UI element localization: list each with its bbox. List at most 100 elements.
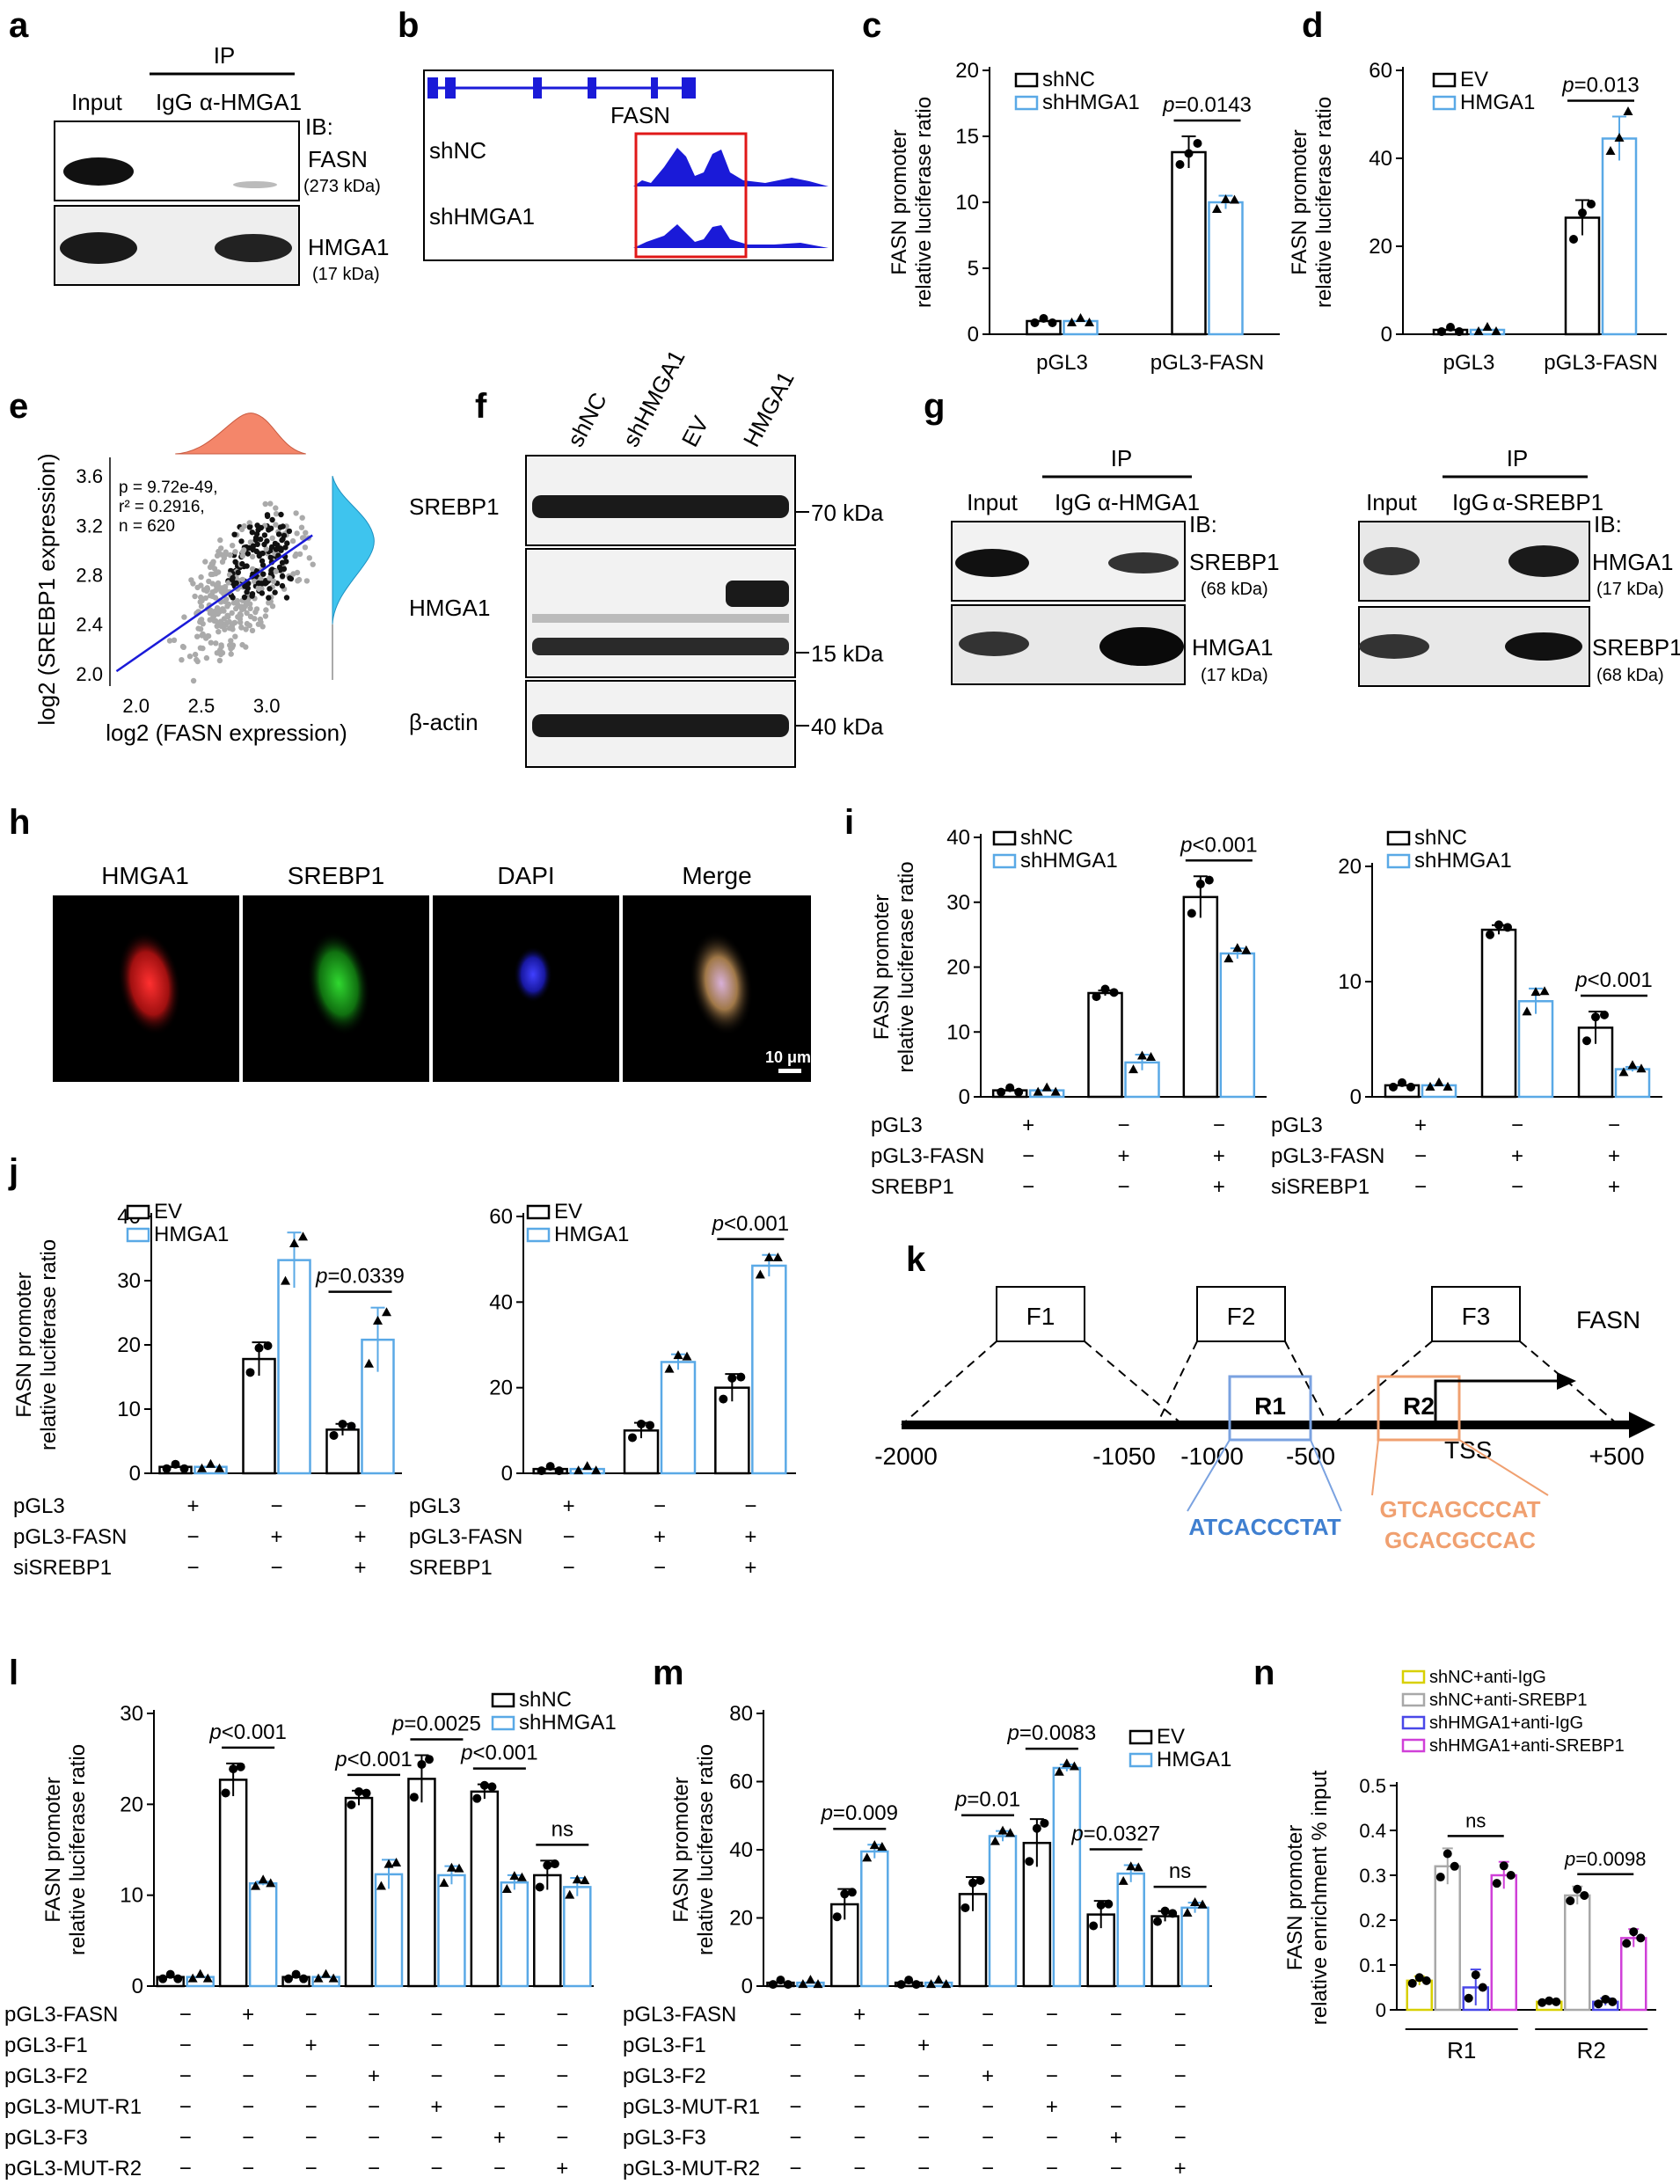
- data-point: [1471, 1970, 1480, 1980]
- p-italic: p: [1180, 833, 1192, 857]
- y-tick-label: 60: [1369, 59, 1392, 83]
- condition-label: pGL3-F3: [623, 2126, 706, 2150]
- scatter-point: [214, 605, 221, 611]
- data-point: [1414, 1973, 1424, 1983]
- data-point: [776, 1976, 785, 1985]
- scatter-point: [241, 594, 248, 601]
- scatter-point: [210, 559, 216, 565]
- data-point: [1566, 1896, 1575, 1906]
- x-tick-label: 2.0: [122, 695, 150, 717]
- data-point: [550, 1859, 559, 1869]
- y-tick-label: 3.6: [76, 465, 103, 487]
- p-value: =0.0098: [1575, 1848, 1646, 1870]
- condition-sign: −: [654, 1494, 666, 1518]
- data-point: [1552, 1997, 1561, 2006]
- y-tick-label: 40: [489, 1290, 513, 1314]
- data-point: [975, 1875, 985, 1885]
- legend-swatch: [1401, 1692, 1426, 1707]
- condition-sign: −: [789, 2034, 801, 2057]
- data-point: [376, 1881, 386, 1890]
- track-frame: [423, 69, 834, 261]
- scatter-point: [202, 595, 209, 602]
- fragment-box: [1431, 1286, 1521, 1342]
- data-point: [1425, 1081, 1435, 1091]
- data-point: [1573, 1884, 1582, 1894]
- scatter-point: [224, 603, 230, 610]
- data-point: [1443, 1081, 1453, 1091]
- condition-sign: +: [1608, 1175, 1620, 1199]
- condition-sign: −: [179, 2034, 192, 2057]
- data-point: [263, 1340, 273, 1350]
- data-point: [911, 1980, 921, 1990]
- data-point: [664, 1363, 675, 1373]
- highlight-box: [634, 132, 748, 259]
- data-point: [1032, 1823, 1041, 1833]
- legend-swatch: [1432, 72, 1457, 88]
- data-point: [1443, 1849, 1452, 1859]
- condition-sign: −: [186, 1525, 199, 1549]
- scatter-point: [244, 610, 250, 617]
- bar: [1208, 201, 1244, 336]
- p-italic: p: [1561, 74, 1574, 98]
- p-italic: p: [1574, 968, 1587, 992]
- y-tick-label: 5: [968, 257, 979, 281]
- bar: [248, 1881, 278, 1988]
- legend-swatch: [491, 1715, 515, 1731]
- condition-sign: −: [493, 2095, 506, 2119]
- scatter-point: [215, 569, 222, 575]
- data-point: [1435, 1873, 1445, 1882]
- legend-label: shNC: [1414, 826, 1467, 850]
- p-italic: p: [1564, 1848, 1575, 1870]
- scatter-point: [219, 606, 226, 612]
- scatter-point: [258, 575, 264, 582]
- bar: [563, 1886, 592, 1988]
- cell: [117, 931, 182, 1036]
- signal-track: [429, 148, 829, 186]
- condition-sign: −: [1046, 2064, 1058, 2088]
- data-point: [535, 1882, 544, 1892]
- panel-l-chart: 0 10 20 30 FASN promoter relative luciferase …: [4, 1688, 617, 2180]
- data-point: [1175, 160, 1185, 169]
- marker-label: 70 kDa: [811, 500, 884, 526]
- region-r1: [1228, 1375, 1312, 1442]
- data-point: [1434, 1077, 1444, 1086]
- data-point: [832, 1912, 842, 1922]
- tss-label: TSS: [1444, 1436, 1492, 1464]
- p-italic: p: [712, 1212, 724, 1236]
- lane-label: Input: [1366, 489, 1418, 515]
- y-tick-label: 40: [729, 1838, 753, 1862]
- condition-label: pGL3-F3: [4, 2126, 88, 2150]
- condition-sign: −: [917, 2064, 930, 2088]
- data-point: [472, 1793, 482, 1803]
- scatter-point: [299, 535, 306, 541]
- p-value-label: ns: [551, 1817, 573, 1841]
- fragment-box: [996, 1286, 1085, 1342]
- data-point: [1601, 1994, 1611, 2004]
- stat-label: n = 620: [119, 517, 175, 536]
- band-kda: (17 kDa): [312, 265, 380, 284]
- scatter-point: [249, 553, 256, 560]
- legend-swatch: [1432, 95, 1457, 111]
- y-tick-label: 2.0: [76, 663, 103, 685]
- condition-label: pGL3: [1271, 1114, 1323, 1137]
- scatter-point: [299, 515, 305, 521]
- bar: [751, 1264, 787, 1475]
- scatter-point: [198, 594, 204, 601]
- data-point: [1464, 1993, 1473, 2003]
- scatter-point: [199, 632, 206, 638]
- band: [532, 714, 789, 737]
- fragment-label: F2: [1227, 1303, 1256, 1330]
- bar: [1421, 1084, 1457, 1099]
- scatter-point: [284, 540, 290, 546]
- scatter-point: [238, 624, 245, 631]
- y-tick-label: 0.1: [1359, 1954, 1386, 1976]
- condition-sign: −: [1414, 1144, 1427, 1168]
- x-tick-label: pGL3-FASN: [1150, 351, 1264, 375]
- panel-letter-j: j: [8, 1152, 18, 1191]
- data-point: [1212, 204, 1222, 213]
- legend-label: shNC+anti-IgG: [1429, 1668, 1546, 1687]
- scatter-point: [281, 566, 288, 572]
- data-point: [417, 1759, 427, 1769]
- data-point: [869, 1840, 880, 1850]
